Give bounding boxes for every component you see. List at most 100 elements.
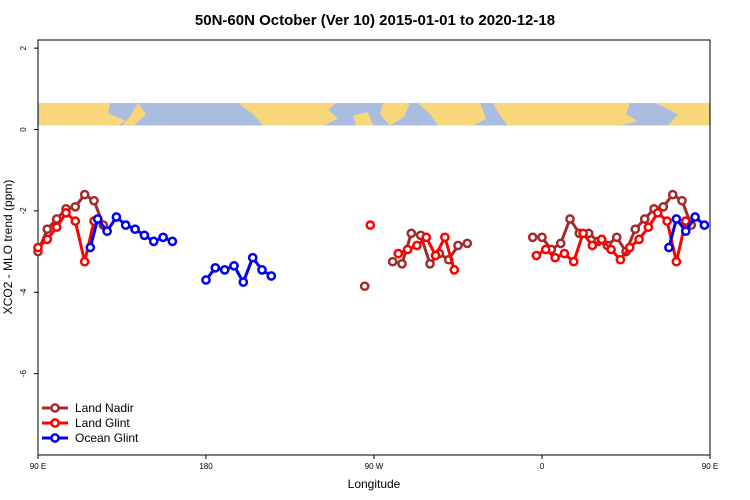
data-point	[33, 242, 43, 253]
data-point	[229, 260, 239, 271]
data-point	[462, 238, 473, 249]
legend-label: Ocean Glint	[75, 431, 139, 445]
data-point	[449, 265, 460, 275]
data-point	[412, 240, 422, 251]
data-point	[365, 220, 376, 230]
data-point	[42, 234, 53, 245]
x-tick-label: 180	[199, 462, 213, 471]
x-tick-label: 90 E	[30, 462, 46, 471]
chart-title: 50N-60N October (Ver 10) 2015-01-01 to 2…	[195, 12, 555, 29]
x-tick-label: 90 W	[365, 462, 384, 471]
data-point	[596, 234, 607, 245]
data-point	[139, 230, 150, 241]
data-point	[690, 212, 700, 222]
data-point	[527, 232, 538, 243]
x-axis-label: Longitude	[348, 477, 401, 491]
data-point	[397, 258, 407, 269]
data-point	[550, 252, 560, 263]
data-point	[111, 212, 122, 222]
data-point	[662, 216, 672, 226]
legend-label: Land Glint	[75, 416, 130, 430]
y-tick-label: 2	[19, 45, 28, 50]
y-tick-label: 0	[19, 127, 28, 132]
data-point	[257, 265, 267, 275]
data-point	[266, 271, 277, 281]
data-point	[634, 234, 644, 245]
data-point	[624, 242, 635, 253]
x-tick-label: 0	[540, 462, 545, 471]
data-point	[85, 242, 96, 253]
data-point	[102, 226, 112, 237]
data-point	[406, 228, 417, 239]
data-point	[238, 277, 249, 287]
data-point	[425, 258, 435, 269]
data-point	[671, 256, 682, 267]
data-point	[247, 252, 258, 263]
data-point	[430, 250, 441, 261]
legend-marker	[50, 433, 60, 443]
data-point	[79, 256, 90, 267]
series-line	[88, 215, 174, 249]
data-point	[587, 240, 598, 251]
legend-marker	[50, 403, 60, 413]
data-point	[555, 238, 566, 249]
series-layer	[33, 189, 710, 292]
data-point	[578, 228, 588, 239]
data-point	[393, 248, 404, 259]
data-point	[70, 201, 81, 212]
data-point	[421, 232, 432, 243]
data-point	[565, 214, 575, 224]
data-point	[120, 220, 131, 230]
y-tick-label: -4	[19, 288, 28, 296]
data-point	[70, 216, 81, 226]
data-point	[680, 216, 691, 226]
data-point	[387, 256, 398, 267]
data-point	[630, 224, 641, 235]
series-land-glint	[33, 208, 691, 275]
data-point	[359, 281, 370, 292]
data-point	[611, 232, 622, 243]
data-point	[167, 236, 178, 247]
data-point	[453, 240, 463, 251]
x-axis-ticks: 90 E 180 90 W 0 90 E	[30, 455, 718, 471]
map-land	[39, 103, 709, 126]
series-ocean-glint	[85, 212, 710, 287]
data-point	[158, 232, 168, 243]
world-map-band	[38, 103, 710, 126]
data-point	[671, 214, 682, 224]
data-point	[643, 222, 654, 233]
data-point	[540, 244, 551, 255]
data-point	[51, 222, 62, 233]
data-point	[559, 248, 570, 259]
data-point	[667, 189, 678, 200]
data-point	[92, 214, 103, 224]
data-point	[89, 195, 99, 206]
data-point	[652, 208, 663, 218]
y-tick-label: -2	[19, 207, 28, 215]
data-point	[219, 265, 230, 275]
data-point	[531, 250, 542, 261]
data-point	[210, 262, 221, 273]
data-point	[639, 214, 650, 224]
y-axis-label: XCO2 - MLO trend (ppm)	[1, 180, 15, 315]
data-point	[537, 232, 547, 243]
y-axis-ticks: 2 0 -2 -4 -6	[19, 45, 38, 377]
data-point	[615, 254, 626, 265]
legend-label: Land Nadir	[75, 401, 134, 415]
data-point	[680, 226, 691, 237]
data-point	[568, 256, 579, 267]
data-point	[79, 189, 90, 200]
data-point	[201, 275, 211, 285]
data-point	[440, 232, 450, 243]
data-point	[402, 244, 413, 255]
data-point	[148, 236, 159, 247]
x-tick-label: 90 E	[702, 462, 718, 471]
data-point	[664, 242, 674, 253]
data-point	[658, 201, 669, 212]
data-point	[677, 195, 687, 206]
data-point	[699, 220, 710, 230]
data-point	[606, 244, 616, 255]
data-point	[61, 208, 71, 218]
